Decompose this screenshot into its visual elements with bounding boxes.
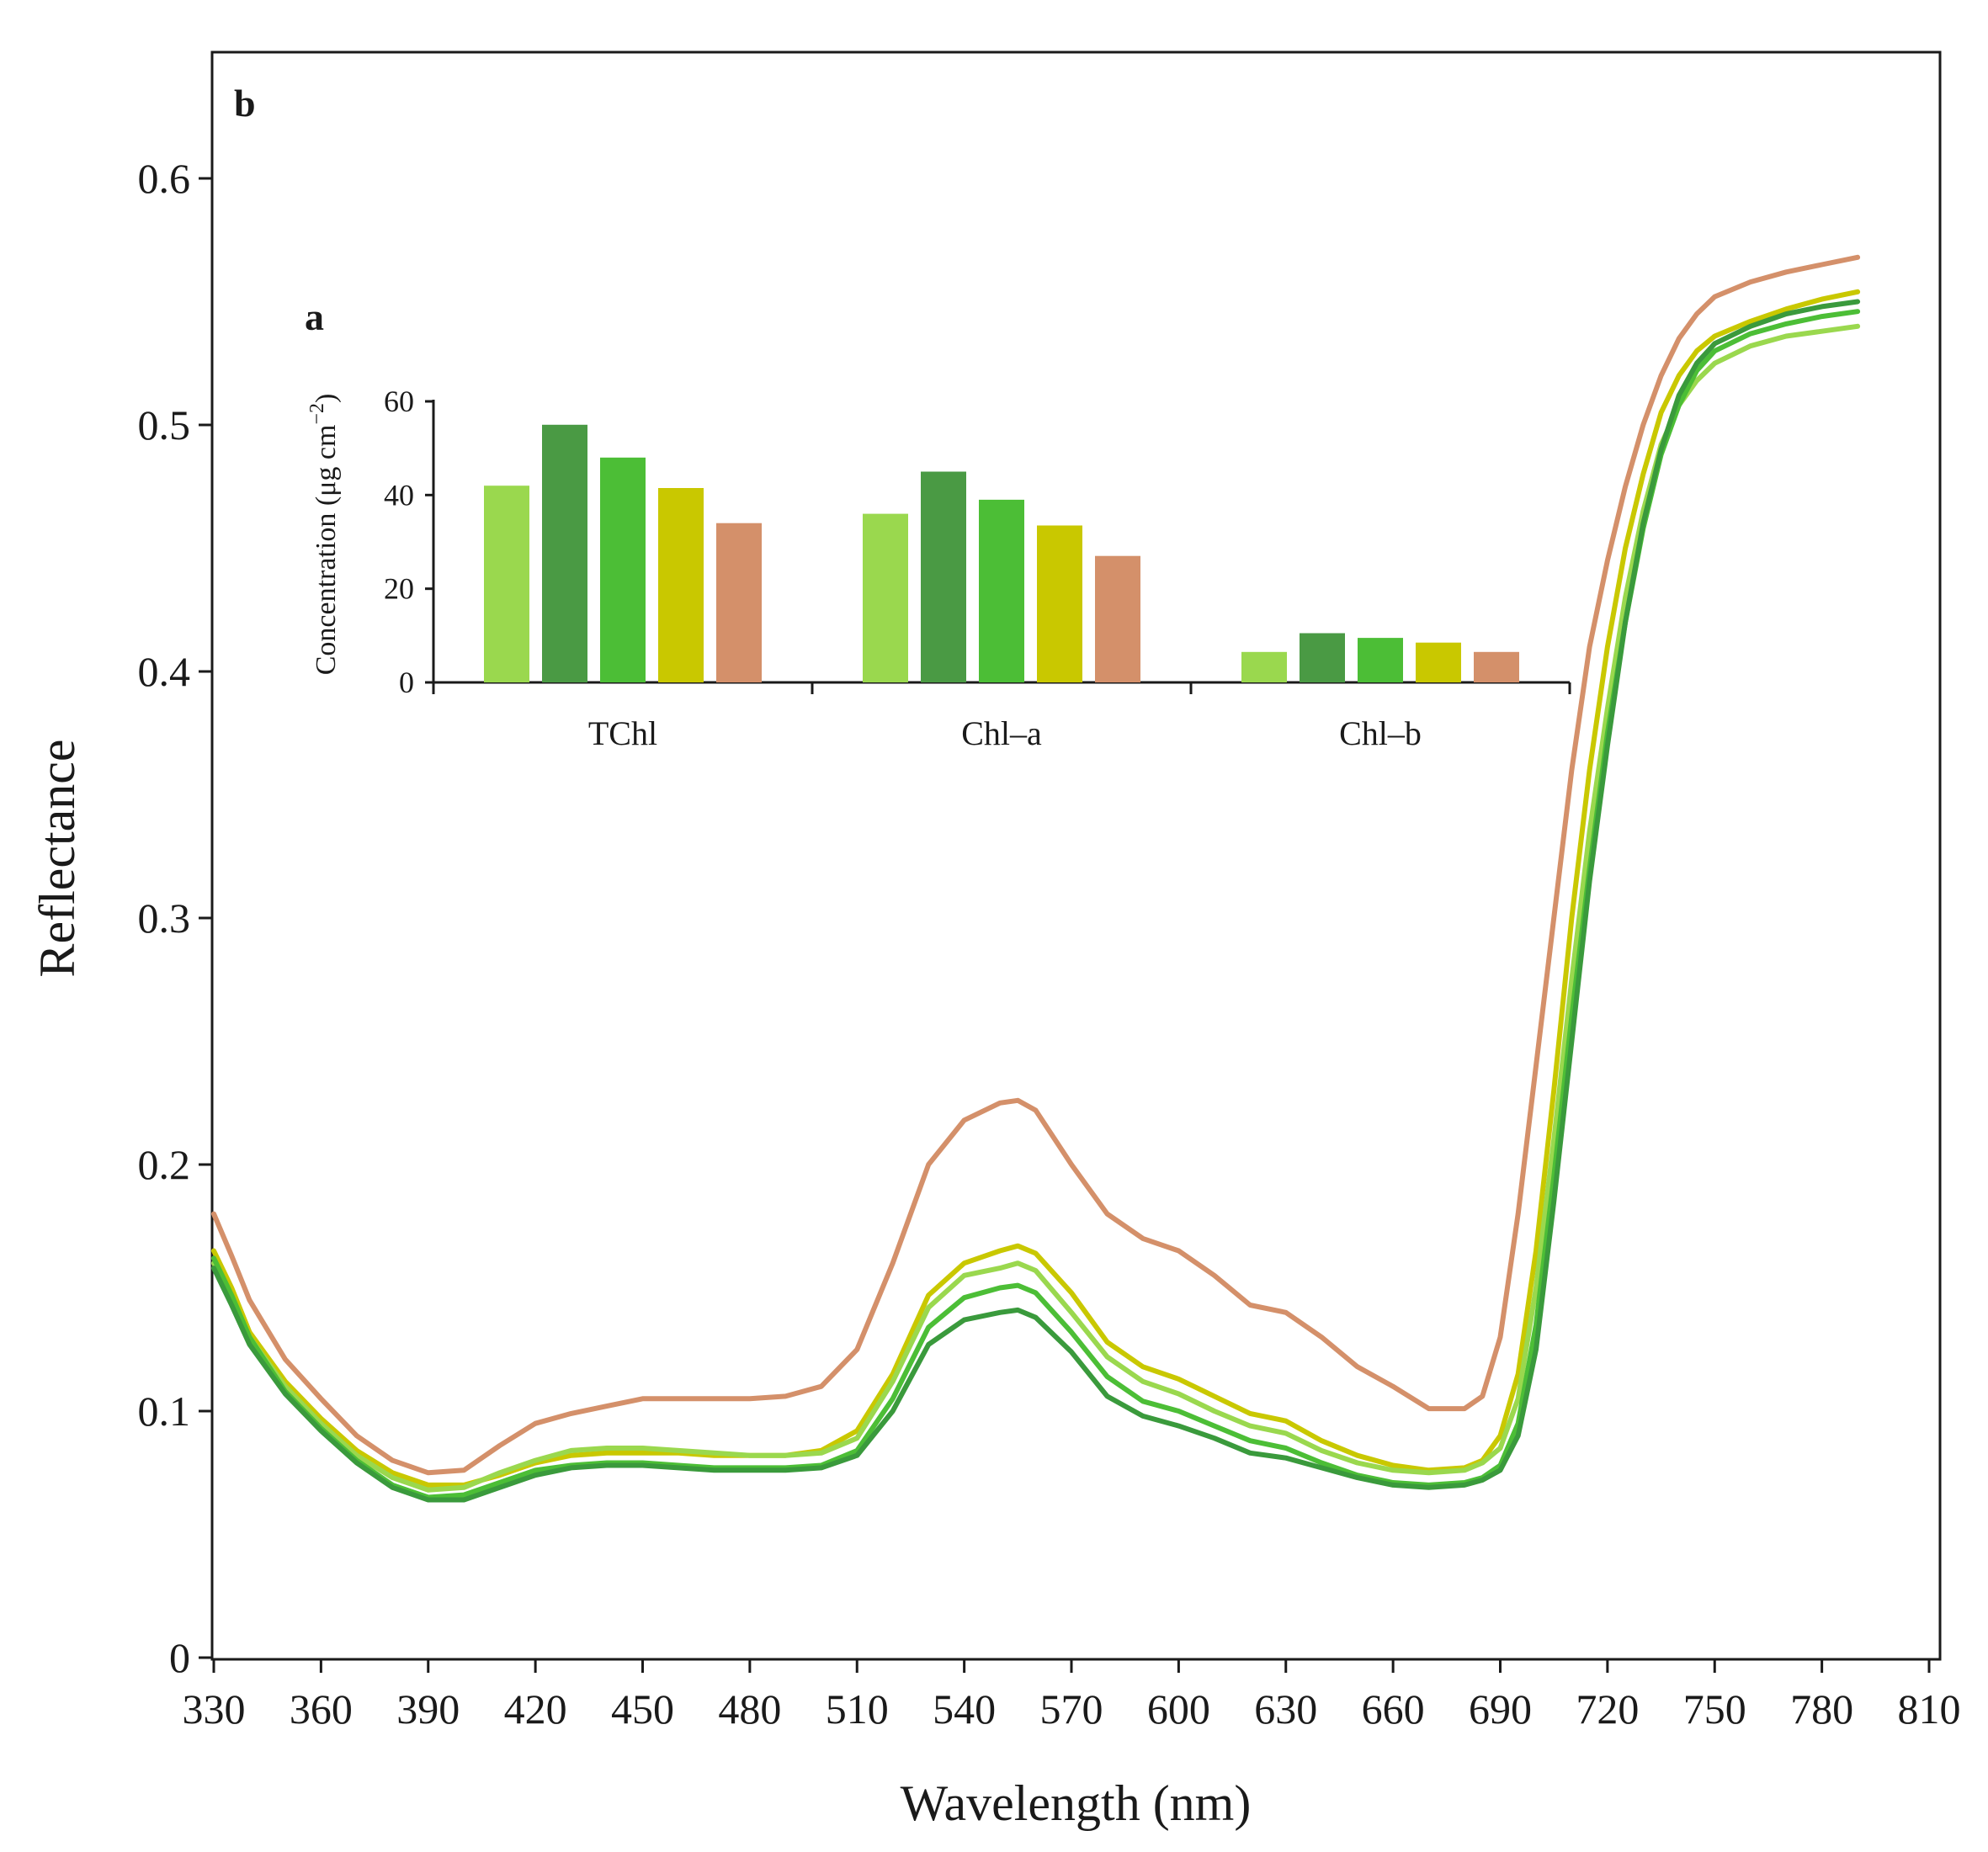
main-y-tick-label: 0.4 — [138, 648, 191, 695]
inset-bar — [1037, 525, 1082, 682]
inset-y-tick-label: 40 — [384, 478, 414, 512]
main-y-axis-title: Reflectance — [29, 739, 85, 977]
inset-y-tick-label: 0 — [399, 666, 414, 699]
main-y-tick-label: 0.1 — [138, 1388, 191, 1435]
inset-bar — [1241, 651, 1287, 682]
inset-category-label: Chl–b — [1339, 714, 1422, 752]
main-x-tick-label: 720 — [1576, 1685, 1639, 1733]
inset-category-label: TChl — [588, 714, 657, 752]
main-y-tick-label: 0.2 — [138, 1141, 191, 1188]
main-x-tick-label: 420 — [504, 1685, 567, 1733]
main-x-tick-label: 510 — [826, 1685, 889, 1733]
main-x-tick-label: 780 — [1790, 1685, 1853, 1733]
main-y-tick-label: 0.6 — [138, 155, 191, 202]
main-x-tick-label: 600 — [1147, 1685, 1210, 1733]
inset-bar — [863, 513, 908, 682]
main-y-tick-label: 0.3 — [138, 894, 191, 942]
inset-y-axis-title-close: ) — [311, 394, 342, 403]
inset-bar — [658, 488, 704, 682]
inset-bar — [1474, 651, 1519, 682]
inset-y-tick-label: 20 — [384, 572, 414, 606]
inset-bar — [600, 457, 646, 682]
inset-bar — [484, 486, 529, 682]
main-x-tick-label: 540 — [933, 1685, 996, 1733]
main-x-tick-label: 630 — [1254, 1685, 1317, 1733]
main-x-tick-label: 660 — [1362, 1685, 1425, 1733]
main-series-line-1 — [211, 254, 1861, 1476]
inset-y-tick-label: 60 — [384, 385, 414, 418]
main-x-tick-label: 690 — [1469, 1685, 1532, 1733]
main-series-line-2 — [211, 289, 1861, 1488]
main-series-line-3 — [211, 323, 1861, 1493]
inset-bar — [1358, 638, 1403, 682]
inset-bar — [716, 523, 762, 682]
inset-category-label: Chl–a — [961, 714, 1042, 752]
main-x-axis-title: Wavelength (nm) — [901, 1775, 1252, 1831]
main-plot-frame — [210, 50, 1942, 1661]
main-x-tick-label: 480 — [718, 1685, 781, 1733]
main-x-tick-label: 570 — [1040, 1685, 1103, 1733]
inset-panel-label: a — [305, 295, 324, 338]
inset-y-axis: 0 20 40 60 — [384, 385, 433, 699]
main-y-tick-label: 0.5 — [138, 401, 191, 448]
main-x-tick-label: 390 — [396, 1685, 460, 1733]
main-y-axis: 0 0.1 0.2 0.3 0.4 0.5 0.6 — [138, 155, 212, 1681]
inset-bar — [1416, 642, 1461, 682]
inset-bars-group — [484, 424, 1519, 682]
inset-bar — [921, 471, 966, 682]
inset-y-axis-title: Concentration (μg cm−2) — [306, 394, 342, 676]
main-chart: 330 360 390 420 450 480 510 540 570 600 630 660 690 7… — [29, 50, 1961, 1831]
main-panel-label: b — [234, 82, 256, 125]
inset-bar — [979, 499, 1024, 682]
main-x-tick-label: 750 — [1683, 1685, 1746, 1733]
inset-y-axis-title-superscript: −2 — [306, 403, 328, 425]
main-series-line-5 — [211, 299, 1861, 1503]
main-x-tick-label: 450 — [611, 1685, 674, 1733]
main-x-tick-label: 810 — [1898, 1685, 1961, 1733]
main-series-group — [211, 254, 1861, 1503]
inset-x-axis: TChl Chl–a Chl–b — [432, 682, 1571, 752]
main-x-axis: 330 360 390 420 450 480 510 540 570 600 630 660 690 7… — [183, 1659, 1961, 1733]
main-x-tick-label: 360 — [290, 1685, 353, 1733]
inset-bar — [1095, 555, 1140, 682]
inset-chart: a 0 20 40 60 TChl Chl–a Chl–b Concentration (… — [305, 295, 1571, 752]
main-y-tick-label: 0 — [169, 1634, 190, 1681]
main-x-tick-label: 330 — [183, 1685, 246, 1733]
inset-bar — [542, 424, 587, 682]
inset-bar — [1300, 633, 1345, 682]
inset-y-axis-title-main: Concentration (μg cm — [311, 425, 342, 676]
